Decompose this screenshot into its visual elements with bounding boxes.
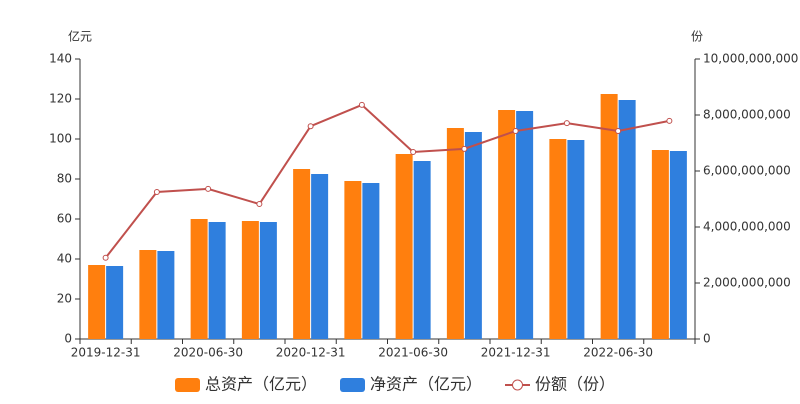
bar	[190, 219, 208, 339]
y-tick-label: 120	[49, 92, 72, 106]
line-point	[102, 254, 109, 261]
y2-tick-label: 0	[703, 332, 711, 346]
bar	[567, 140, 585, 339]
line-point	[307, 123, 314, 130]
x-tick-label: 2021-06-30	[378, 346, 448, 360]
x-tick-label: 2019-12-31	[71, 346, 141, 360]
y-tick-label: 20	[57, 292, 72, 306]
legend-text: 总资产（亿元）	[205, 375, 317, 394]
bar	[293, 169, 311, 339]
bar	[157, 251, 175, 339]
x-tick-label: 2020-12-31	[276, 346, 346, 360]
legend-text: 净资产（亿元）	[370, 375, 482, 394]
line-point	[615, 127, 622, 134]
y-tick-label: 60	[57, 212, 72, 226]
bar	[362, 183, 380, 339]
bar	[139, 250, 157, 339]
legend-text: 份额（份）	[535, 375, 615, 394]
line-point	[512, 127, 519, 134]
bar	[88, 265, 106, 339]
y-tick-label: 80	[57, 172, 72, 186]
bar	[516, 111, 534, 339]
bar	[498, 110, 516, 339]
y2-tick-label: 4,000,000,000	[703, 220, 791, 234]
y-axis-label: 亿元	[68, 29, 92, 44]
y-tick-label: 100	[49, 132, 72, 146]
line-point	[256, 201, 263, 208]
y2-tick-label: 10,000,000,000	[703, 52, 798, 66]
bar	[618, 100, 636, 339]
x-tick-label: 2020-06-30	[173, 346, 243, 360]
bar	[311, 174, 329, 339]
bar	[259, 222, 277, 339]
bar	[669, 151, 687, 339]
line-point	[563, 120, 570, 127]
line-point	[666, 117, 673, 124]
bar	[106, 266, 124, 339]
y2-tick-label: 6,000,000,000	[703, 164, 791, 178]
legend-swatch	[340, 378, 365, 392]
bar	[395, 154, 413, 339]
line-point	[461, 145, 468, 152]
bar	[344, 181, 362, 339]
bar	[413, 161, 431, 339]
bar	[241, 221, 259, 339]
bar	[549, 139, 567, 339]
line-point	[358, 101, 365, 108]
x-tick-label: 2021-12-31	[481, 346, 551, 360]
bar	[208, 222, 226, 339]
y2-tick-label: 8,000,000,000	[703, 108, 791, 122]
y2-axis-label: 份	[691, 30, 703, 44]
line-point	[205, 185, 212, 192]
line-point	[410, 148, 417, 155]
y-tick-label: 140	[49, 52, 72, 66]
legend-swatch	[175, 378, 200, 392]
bar	[600, 94, 618, 339]
bar	[464, 132, 482, 339]
legend-swatch	[512, 379, 523, 391]
y2-tick-label: 2,000,000,000	[703, 276, 791, 290]
x-tick-label: 2022-06-30	[583, 346, 653, 360]
y-tick-label: 0	[64, 332, 72, 346]
bar	[446, 128, 464, 339]
line-point	[153, 189, 160, 195]
line	[104, 103, 670, 259]
y-tick-label: 40	[57, 252, 72, 266]
bar	[651, 150, 669, 339]
